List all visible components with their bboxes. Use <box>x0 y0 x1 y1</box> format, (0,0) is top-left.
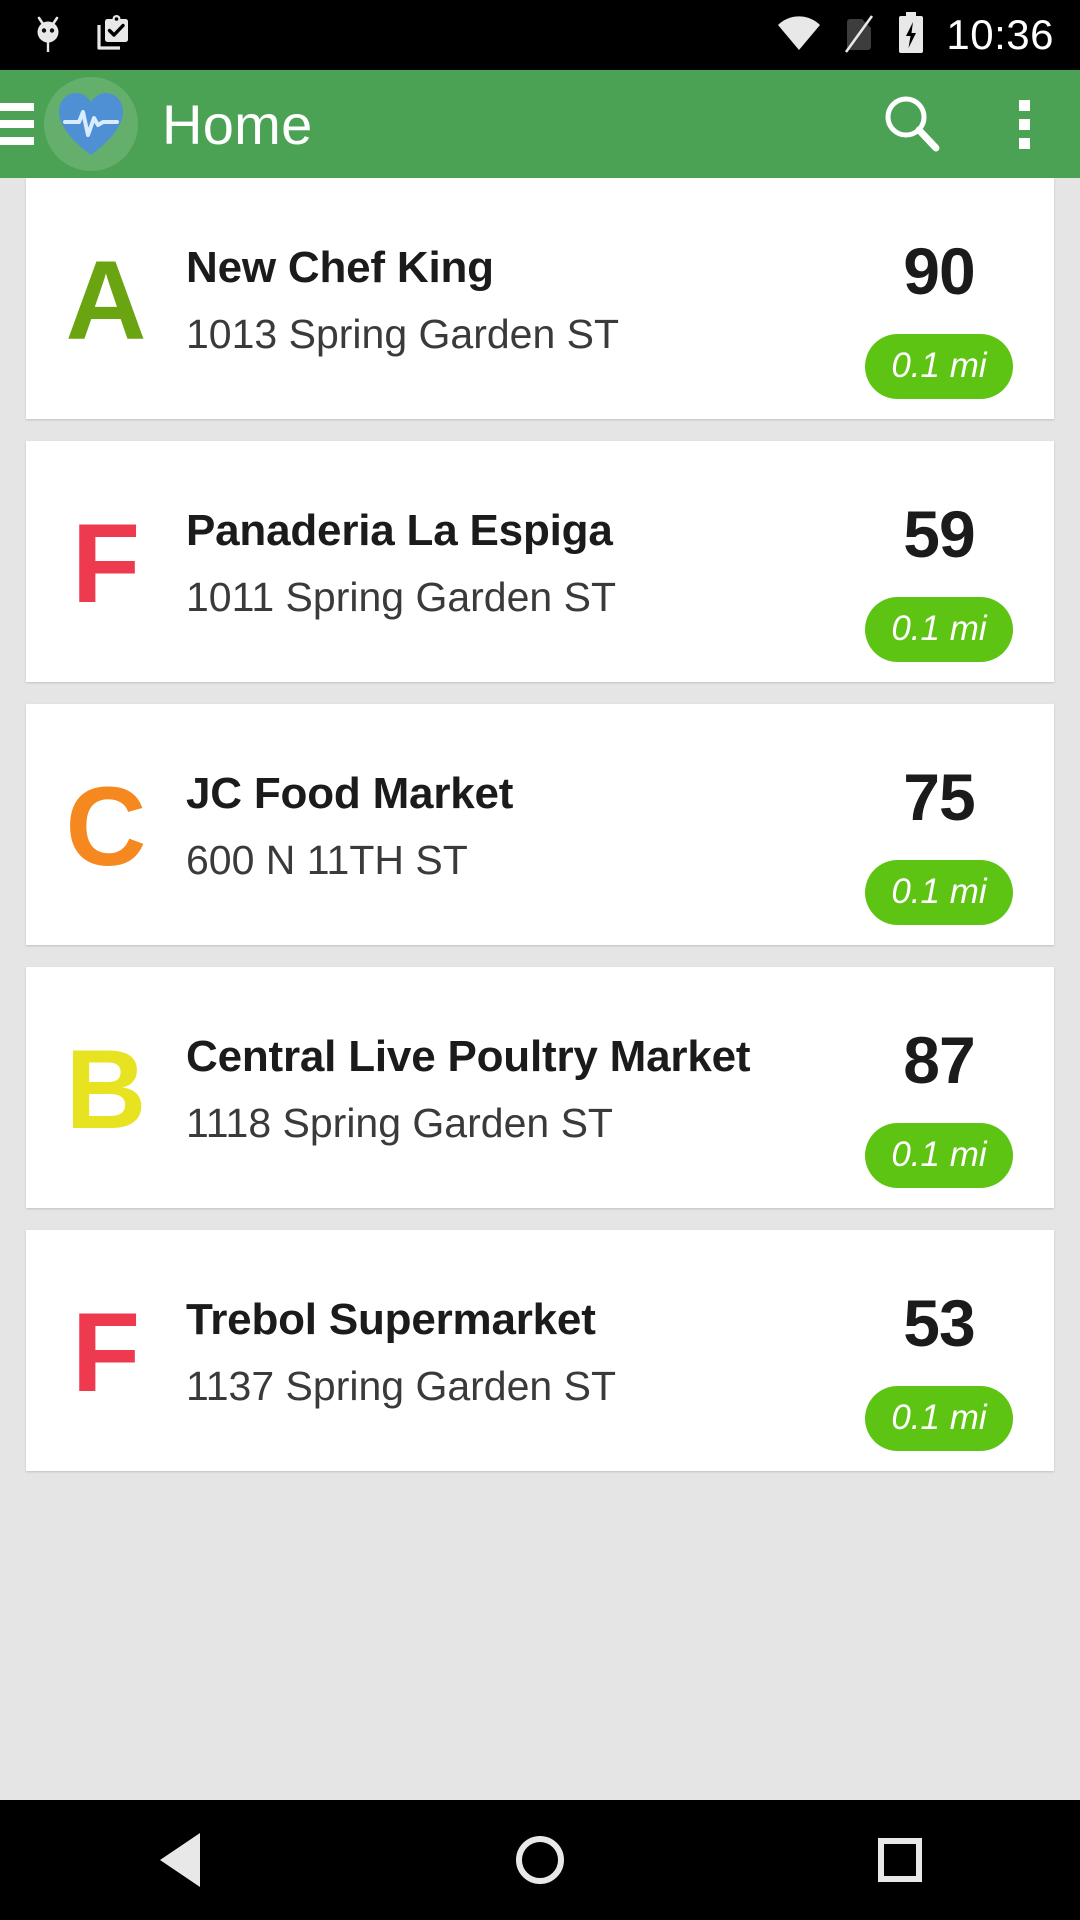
wifi-icon <box>776 14 822 57</box>
establishment-info: Central Live Poultry Market 1118 Spring G… <box>186 985 824 1148</box>
establishment-card[interactable]: F Trebol Supermarket 1137 Spring Garden ST… <box>26 1230 1054 1471</box>
grade-letter: A <box>65 237 147 363</box>
inspection-score: 90 <box>903 234 975 308</box>
clipboard-check-icon <box>92 12 134 59</box>
distance-badge: 0.1 mi <box>865 1386 1013 1451</box>
grade-letter: C <box>65 763 147 889</box>
status-bar-right-icons: 10:36 <box>776 11 1080 60</box>
grade-letter: B <box>65 1026 147 1152</box>
establishment-name: Central Live Poultry Market <box>186 1032 751 1081</box>
status-bar: 10:36 <box>0 0 1080 70</box>
inspection-score: 75 <box>903 760 975 834</box>
recents-square-icon[interactable] <box>825 1800 975 1920</box>
inspection-score: 59 <box>903 497 975 571</box>
establishment-address: 1011 Spring Garden ST <box>186 573 616 620</box>
establishment-address: 1137 Spring Garden ST <box>186 1362 616 1409</box>
home-circle-icon[interactable] <box>465 1800 615 1920</box>
establishment-list: A New Chef King 1013 Spring Garden ST 90 0.1… <box>0 178 1080 1493</box>
establishment-card[interactable]: F Panaderia La Espiga 1011 Spring Garden S… <box>26 441 1054 682</box>
distance-badge: 0.1 mi <box>865 334 1013 399</box>
app-bar: Home <box>0 70 1080 178</box>
establishment-name: Panaderia La Espiga <box>186 506 613 555</box>
establishment-card[interactable]: A New Chef King 1013 Spring Garden ST 90 0.1… <box>26 178 1054 419</box>
establishment-info: JC Food Market 600 N 11TH ST <box>186 722 824 885</box>
android-debug-icon <box>30 12 66 59</box>
score-and-distance: 90 0.1 mi <box>824 196 1054 399</box>
heart-pulse-logo-icon <box>44 77 138 171</box>
grade-letter: F <box>71 500 141 626</box>
score-and-distance: 53 0.1 mi <box>824 1248 1054 1451</box>
search-icon[interactable] <box>856 70 968 178</box>
establishment-address: 600 N 11TH ST <box>186 836 468 883</box>
inspection-score: 87 <box>903 1023 975 1097</box>
distance-badge: 0.1 mi <box>865 597 1013 662</box>
inspection-score: 53 <box>903 1286 975 1360</box>
score-and-distance: 87 0.1 mi <box>824 985 1054 1188</box>
status-bar-clock: 10:36 <box>946 11 1054 58</box>
establishment-address: 1013 Spring Garden ST <box>186 310 620 357</box>
app-bar-actions <box>856 70 1080 178</box>
back-triangle-icon[interactable] <box>105 1800 255 1920</box>
establishment-card[interactable]: B Central Live Poultry Market 1118 Spring … <box>26 967 1054 1208</box>
status-bar-left-icons <box>0 12 134 59</box>
grade-letter: F <box>71 1289 141 1415</box>
score-and-distance: 75 0.1 mi <box>824 722 1054 925</box>
establishment-list-scroll-area[interactable]: A New Chef King 1013 Spring Garden ST 90 0.1… <box>0 178 1080 1800</box>
establishment-name: New Chef King <box>186 243 494 292</box>
score-and-distance: 59 0.1 mi <box>824 459 1054 662</box>
establishment-card[interactable]: C JC Food Market 600 N 11TH ST 75 0.1 mi <box>26 704 1054 945</box>
hamburger-menu-icon[interactable] <box>0 102 34 146</box>
battery-charging-icon <box>896 11 926 60</box>
no-sim-card-icon <box>842 12 876 59</box>
establishment-info: Panaderia La Espiga 1011 Spring Garden ST <box>186 459 824 622</box>
establishment-name: Trebol Supermarket <box>186 1295 596 1344</box>
distance-badge: 0.1 mi <box>865 860 1013 925</box>
distance-badge: 0.1 mi <box>865 1123 1013 1188</box>
page-title: Home <box>162 92 313 156</box>
system-navigation-bar <box>0 1800 1080 1920</box>
establishment-info: Trebol Supermarket 1137 Spring Garden ST <box>186 1248 824 1411</box>
overflow-menu-icon[interactable] <box>968 70 1080 178</box>
establishment-name: JC Food Market <box>186 769 514 818</box>
establishment-address: 1118 Spring Garden ST <box>186 1099 613 1146</box>
establishment-info: New Chef King 1013 Spring Garden ST <box>186 196 824 359</box>
